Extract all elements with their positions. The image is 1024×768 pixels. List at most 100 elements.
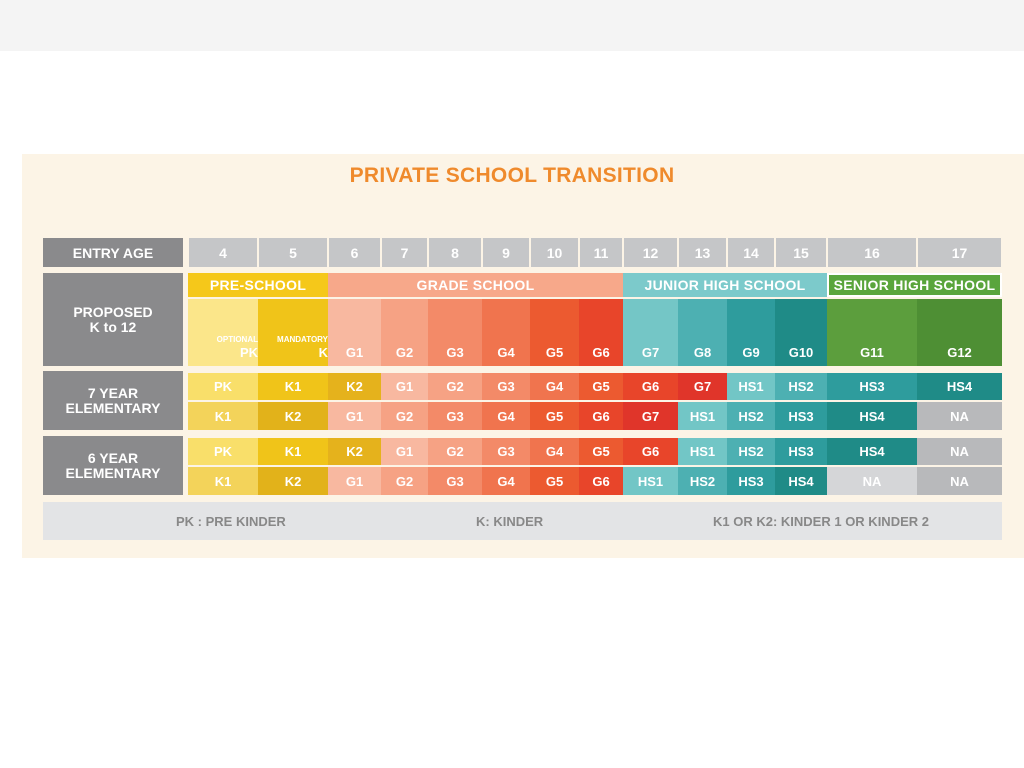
six-year-row2-cell: G5 [530, 467, 579, 495]
seven-year-row1-cell: HS2 [775, 373, 827, 400]
six-year-row2-cell: HS4 [775, 467, 827, 495]
six-year-row1-cell: HS4 [827, 438, 917, 465]
age-cell: 7 [382, 238, 427, 267]
proposed-cell: G11 [827, 299, 917, 366]
legend-k: K: KINDER [476, 514, 544, 529]
six-year-row1-cell: G2 [428, 438, 482, 465]
proposed-cell: OPTIONAL PK [188, 299, 258, 366]
seven-year-row2-cell: G7 [623, 402, 678, 430]
legend-k1-k2: K1 OR K2: KINDER 1 OR KINDER 2 [713, 514, 929, 529]
seven-year-row1-cell: K2 [328, 373, 381, 400]
six-year-row2-cell: HS1 [623, 467, 678, 495]
proposed-sub-label: OPTIONAL [216, 335, 258, 344]
seven-year-row1-cell: G2 [428, 373, 482, 400]
proposed-cell: MANDATORY K [258, 299, 328, 366]
six-year-row1-cell: HS1 [678, 438, 727, 465]
proposed-cell: G2 [381, 299, 428, 366]
seven-year-row1-cell: HS1 [727, 373, 775, 400]
seven-year-row2-cell: K2 [258, 402, 328, 430]
band-grade-school: GRADE SCHOOL [328, 273, 623, 297]
row-label-line: K to 12 [89, 318, 137, 335]
seven-year-row1-cell: G4 [530, 373, 579, 400]
age-cell: 4 [189, 238, 257, 267]
seven-year-row1-cell: G1 [381, 373, 428, 400]
seven-year-row2-cell: G6 [579, 402, 623, 430]
seven-year-row1-cell: G7 [678, 373, 727, 400]
six-year-row1-cell: HS2 [727, 438, 775, 465]
row-label-entry-age: ENTRY AGE [43, 238, 183, 267]
proposed-cell: G9 [727, 299, 775, 366]
six-year-row2-cell: HS3 [727, 467, 775, 495]
age-cell: 6 [329, 238, 380, 267]
age-cell: 12 [624, 238, 677, 267]
seven-year-row1-cell: G6 [623, 373, 678, 400]
seven-year-row1-cell: K1 [258, 373, 328, 400]
six-year-row2-cell: G4 [482, 467, 530, 495]
age-cell: 9 [483, 238, 529, 267]
row-label-line: PROPOSED [73, 303, 153, 320]
row-label-line: ELEMENTARY [65, 464, 161, 481]
proposed-cell: G4 [482, 299, 530, 366]
six-year-row1-cell: G6 [623, 438, 678, 465]
six-year-row1-cell: G4 [530, 438, 579, 465]
seven-year-row1-cell: PK [188, 373, 258, 400]
proposed-cell: G6 [579, 299, 623, 366]
seven-year-row2-cell: HS4 [827, 402, 917, 430]
seven-year-row1-cell: HS3 [827, 373, 917, 400]
seven-year-row2-cell: K1 [188, 402, 258, 430]
six-year-row1-cell: K2 [328, 438, 381, 465]
proposed-cell: G1 [328, 299, 381, 366]
six-year-row2-cell: G2 [381, 467, 428, 495]
seven-year-row1-cell: HS4 [917, 373, 1002, 400]
seven-year-row1-cell: G3 [482, 373, 530, 400]
six-year-row2-cell: G1 [328, 467, 381, 495]
row-label-line: ELEMENTARY [65, 399, 161, 416]
age-cell: 14 [728, 238, 774, 267]
age-cell: 13 [679, 238, 726, 267]
six-year-row1-cell: PK [188, 438, 258, 465]
seven-year-row2-cell: NA [917, 402, 1002, 430]
seven-year-row2-cell: HS3 [775, 402, 827, 430]
six-year-row2-cell: HS2 [678, 467, 727, 495]
six-year-row2-cell: G6 [579, 467, 623, 495]
seven-year-row2-cell: G4 [482, 402, 530, 430]
row-label-7-year: 7 YEAR ELEMENTARY [43, 371, 183, 430]
band-senior-high: SENIOR HIGH SCHOOL [827, 273, 1002, 297]
proposed-cell: G12 [917, 299, 1002, 366]
seven-year-row2-cell: G2 [381, 402, 428, 430]
proposed-cell: G10 [775, 299, 827, 366]
proposed-cell: G5 [530, 299, 579, 366]
age-cell: 11 [580, 238, 622, 267]
age-cell: 17 [918, 238, 1001, 267]
age-cell: 5 [259, 238, 327, 267]
seven-year-row2-cell: HS1 [678, 402, 727, 430]
age-cell: 10 [531, 238, 578, 267]
band-junior-high: JUNIOR HIGH SCHOOL [623, 273, 827, 297]
proposed-sub-label: MANDATORY [277, 335, 328, 344]
six-year-row2-cell: K1 [188, 467, 258, 495]
row-label-proposed: PROPOSED K to 12 [43, 273, 183, 366]
six-year-row1-cell: G1 [381, 438, 428, 465]
six-year-row1-cell: NA [917, 438, 1002, 465]
page-title: PRIVATE SCHOOL TRANSITION [349, 164, 675, 187]
seven-year-row1-cell: G5 [579, 373, 623, 400]
seven-year-row2-cell: HS2 [727, 402, 775, 430]
band-pre-school: PRE-SCHOOL [188, 273, 328, 297]
seven-year-row2-cell: G5 [530, 402, 579, 430]
six-year-row2-cell: NA [827, 467, 917, 495]
six-year-row1-cell: G5 [579, 438, 623, 465]
age-cell: 16 [828, 238, 916, 267]
proposed-cell: G8 [678, 299, 727, 366]
proposed-grade: PK [239, 345, 258, 360]
age-cell: 8 [429, 238, 481, 267]
age-cell: 15 [776, 238, 826, 267]
proposed-cell: G7 [623, 299, 678, 366]
row-label-6-year: 6 YEAR ELEMENTARY [43, 436, 183, 495]
seven-year-row2-cell: G1 [328, 402, 381, 430]
six-year-row1-cell: K1 [258, 438, 328, 465]
top-bar [0, 0, 1024, 51]
six-year-row2-cell: K2 [258, 467, 328, 495]
six-year-row1-cell: HS3 [775, 438, 827, 465]
six-year-row1-cell: G3 [482, 438, 530, 465]
proposed-grade: K [318, 345, 328, 360]
